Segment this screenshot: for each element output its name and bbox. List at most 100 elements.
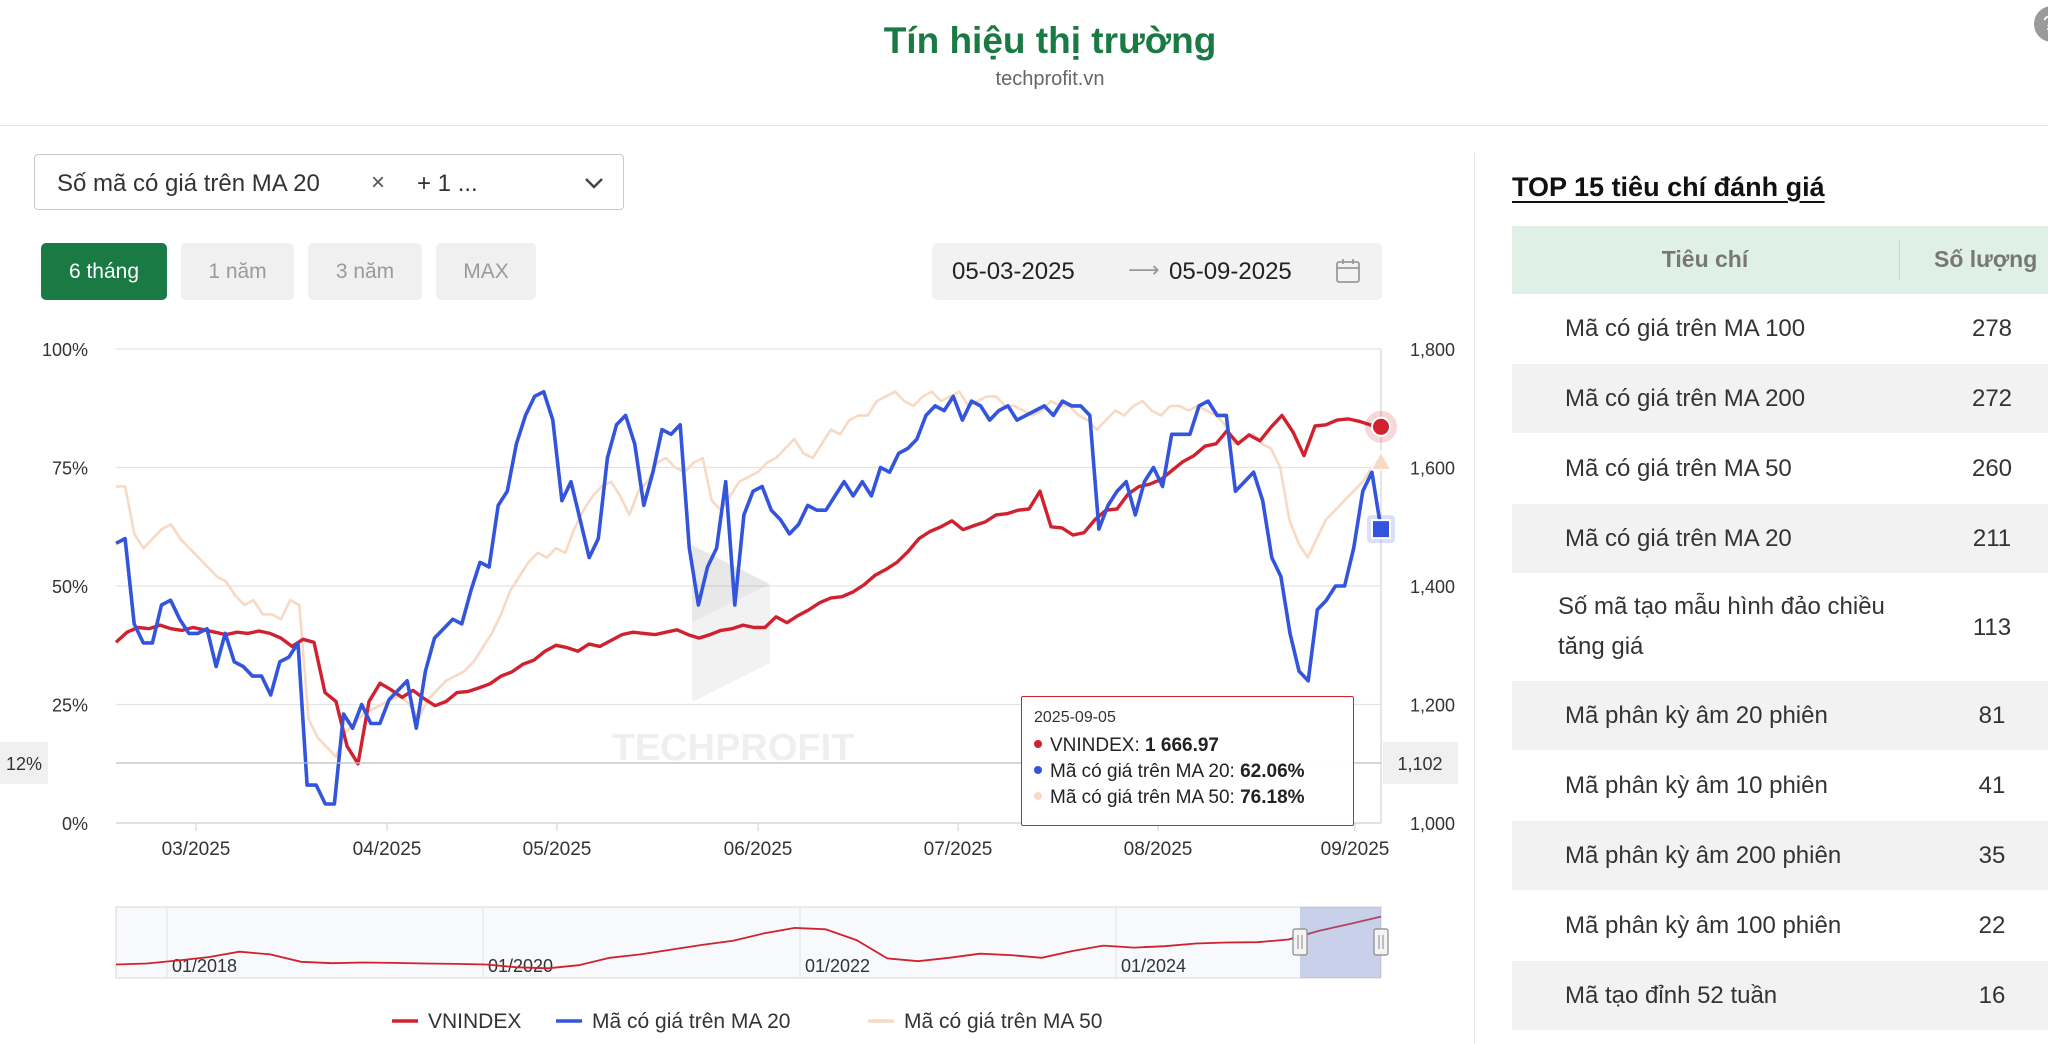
navigator-right-handle [1373,928,1389,956]
criteria-count: 16 [1978,982,2006,1009]
chart-tooltip: 2025-09-05 VNINDEX: 1 666.97 Mã có giá t… [1021,696,1354,826]
table-row[interactable]: Mã có giá trên MA 20 211 [1512,504,2048,574]
range-navigator: 01/2018 01/2020 01/2022 01/2024 [115,906,1389,979]
table-row[interactable]: Mã có giá trên MA 50 260 [1512,434,2048,504]
tooltip-label: VNINDEX: [1050,735,1140,756]
criteria-count: 35 [1978,842,2006,869]
watermark-text: TECHPROFIT [612,727,855,769]
right-axis: 1,800 1,600 1,400 1,200 1,000 [1410,340,1455,834]
header-divider [0,125,2048,126]
x-tick-label: 03/2025 [162,839,231,860]
criteria-count: 211 [1972,525,2012,552]
col-criteria-header[interactable]: Tiêu chí [1661,246,1749,272]
more-series-count: + 1 ... [417,170,478,197]
legend-label: Mã có giá trên MA 50 [904,1010,1102,1033]
start-date-input[interactable]: 05-03-2025 [952,258,1075,285]
criteria-count: 278 [1971,315,2013,342]
vnindex-marker [1371,416,1391,437]
selected-series-label: Số mã có giá trên MA 20 [57,170,320,197]
tooltip-row-ma50: Mã có giá trên MA 50: 76.18% [1034,785,1341,811]
y-right-tick-label: 1,000 [1410,814,1455,834]
criteria-name: Mã có giá trên MA 50 [1565,455,1792,482]
help-button[interactable]: ? [2034,6,2048,42]
legend-label: Mã có giá trên MA 20 [592,1010,790,1033]
y-left-tick-label: 100% [42,340,88,360]
criteria-count: 81 [1978,702,2006,729]
x-tick-label: 07/2025 [924,839,993,860]
range-3-years-button[interactable]: 3 năm [308,243,422,300]
col-count-header[interactable]: Số lượng [1934,246,2038,272]
header-separator [1899,240,1900,280]
criteria-rows: Mã có giá trên MA 100 278 Mã có giá trên M… [1512,294,2048,1031]
y-left-tick-label: 25% [52,696,88,716]
series-line-0 [114,413,1382,766]
page-title: Tín hiệu thị trường [883,20,1217,61]
crosshair: 12% 1,102 [0,742,1458,784]
range-6-months-button[interactable]: 6 tháng [41,243,167,300]
table-row[interactable]: Mã phân kỳ âm 10 phiên 41 [1512,751,2048,821]
navigator-selection [1300,907,1381,978]
x-tick-label: 06/2025 [724,839,793,860]
y-right-tick-label: 1,600 [1410,459,1455,479]
table-row[interactable]: Mã phân kỳ âm 20 phiên 81 [1512,681,2048,751]
criteria-count: 260 [1971,455,2013,482]
series-line-2 [116,390,1382,758]
techprofit-watermark: TECHPROFIT [612,545,855,769]
criteria-name: Mã phân kỳ âm 10 phiên [1565,772,1828,799]
y-right-tick-label: 1,800 [1410,340,1455,360]
x-tick-label: 08/2025 [1124,839,1193,860]
criteria-name: Mã có giá trên MA 100 [1565,315,1806,342]
table-row[interactable]: Mã phân kỳ âm 200 phiên 35 [1512,821,2048,891]
navigator-tick-label: 01/2022 [805,956,870,976]
navigator-tick-label: 01/2020 [488,956,553,976]
criteria-name: Mã có giá trên MA 20 [1565,525,1792,552]
range-max-button[interactable]: MAX [436,243,536,300]
x-tick-label: 09/2025 [1321,839,1390,860]
legend-label: VNINDEX [428,1010,521,1033]
table-row[interactable]: Mã có giá trên MA 100 278 [1512,294,2048,364]
tooltip-value: 1 666.97 [1145,735,1219,756]
top-criteria-title: TOP 15 tiêu chí đánh giá [1512,172,1825,202]
tooltip-value: 76.18% [1240,787,1305,808]
crosshair-right-label: 1,102 [1397,754,1442,774]
left-axis: 100% 75% 50% 25% 0% [42,340,88,834]
y-left-tick-label: 75% [52,459,88,479]
series-select[interactable]: Số mã có giá trên MA 20 × + 1 ... [34,154,624,210]
tooltip-row-vnindex: VNINDEX: 1 666.97 [1034,733,1341,759]
panel-divider [1474,153,1475,1044]
remove-series-icon[interactable]: × [371,169,386,196]
navigator-tick-label: 01/2018 [172,956,237,976]
market-signal-chart[interactable]: TECHPROFIT 100% 75% 50% 25% 0% 1,800 1,600 1,4… [0,320,1460,1044]
navigator-left-handle [1292,928,1308,956]
ma50-dot-icon [1034,792,1042,800]
navigator-frame [115,906,1382,979]
y-right-tick-label: 1,200 [1410,696,1455,716]
criteria-table-header: Tiêu chí Số lượng [1512,226,2048,294]
table-row[interactable]: Số mã tạo mẫu hình đảo chiều tăng giá 113 [1512,574,2048,681]
crosshair-right-badge [1383,742,1458,784]
chevron-down-icon[interactable] [583,169,605,197]
date-arrow-icon: ⟶ [1128,257,1160,282]
ma20-dot-icon [1034,766,1042,774]
y-left-tick-label: 50% [52,577,88,597]
y-right-tick-label: 1,400 [1410,577,1455,597]
y-left-tick-label: 0% [62,814,88,834]
navigator-tick-label: 01/2024 [1121,956,1186,976]
criteria-table: Tiêu chí Số lượng Mã có giá trên MA 100 2… [1512,226,2048,1031]
page-subtitle: techprofit.vn [995,68,1105,90]
x-tick-label: 05/2025 [523,839,592,860]
tooltip-row-ma20: Mã có giá trên MA 20: 62.06% [1034,759,1341,785]
chart-legend: VNINDEX Mã có giá trên MA 20 Mã có giá trê… [392,1010,1102,1033]
ma20-marker [1371,519,1391,540]
calendar-icon[interactable] [1335,258,1361,284]
navigator-line [115,915,1382,970]
table-row[interactable]: Mã phân kỳ âm 100 phiên 22 [1512,891,2048,961]
tooltip-label: Mã có giá trên MA 50: [1050,787,1235,808]
date-range-picker[interactable]: 05-03-2025 ⟶ 05-09-2025 [932,243,1382,300]
criteria-count: 22 [1978,912,2006,939]
crosshair-left-badge [0,742,48,784]
end-date-input[interactable]: 05-09-2025 [1169,258,1292,285]
table-row[interactable]: Mã có giá trên MA 200 272 [1512,364,2048,434]
table-row[interactable]: Mã tạo đỉnh 52 tuần 16 [1512,961,2048,1031]
range-1-year-button[interactable]: 1 năm [181,243,294,300]
